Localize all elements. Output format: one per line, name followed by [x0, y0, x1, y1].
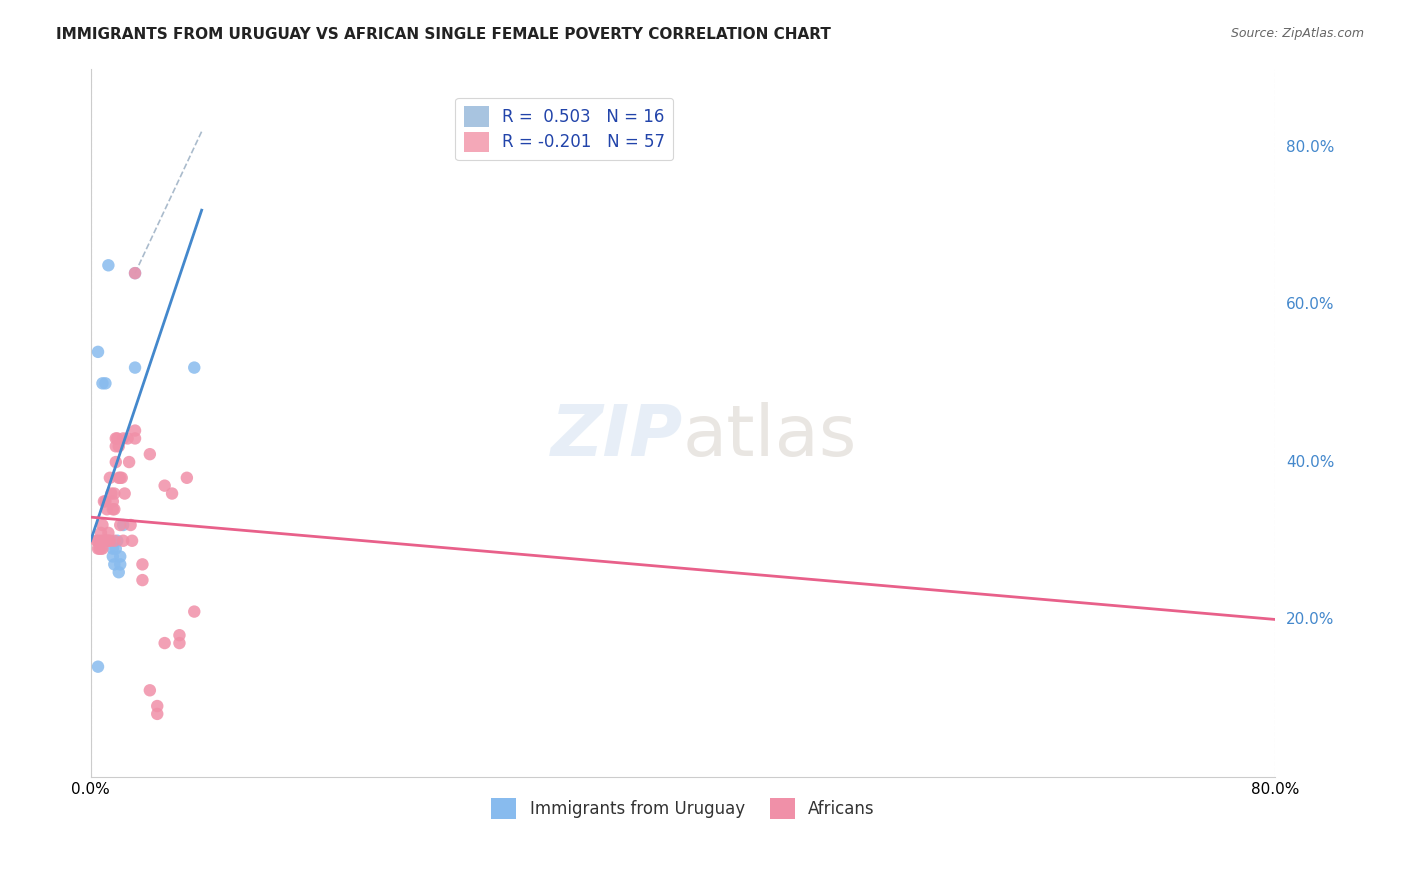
Point: [146, 706, 169, 721]
Point: [94, 376, 117, 391]
Point: [87, 344, 110, 359]
Text: 40.0%: 40.0%: [1286, 455, 1334, 469]
Point: [101, 502, 124, 516]
Point: [103, 502, 125, 516]
Point: [110, 558, 132, 572]
Text: Source: ZipAtlas.com: Source: ZipAtlas.com: [1230, 27, 1364, 40]
Point: [124, 266, 146, 280]
Point: [103, 533, 125, 548]
Text: atlas: atlas: [683, 402, 858, 471]
Point: [91, 541, 114, 556]
Point: [97, 525, 120, 540]
Point: [96, 502, 118, 516]
Point: [104, 439, 127, 453]
Point: [118, 455, 141, 469]
Point: [110, 471, 132, 485]
Text: 60.0%: 60.0%: [1286, 297, 1334, 312]
Point: [169, 628, 191, 642]
Point: [100, 486, 122, 500]
Point: [101, 549, 124, 564]
Point: [112, 432, 135, 446]
Point: [124, 432, 146, 446]
Point: [94, 533, 117, 548]
Text: 20.0%: 20.0%: [1286, 612, 1334, 627]
Point: [120, 518, 142, 533]
Point: [103, 558, 125, 572]
Point: [104, 541, 127, 556]
Point: [131, 573, 153, 587]
Point: [104, 432, 127, 446]
Point: [124, 424, 146, 438]
Legend: Immigrants from Uruguay, Africans: Immigrants from Uruguay, Africans: [485, 791, 882, 825]
Point: [87, 659, 110, 673]
Text: ZIP: ZIP: [551, 402, 683, 471]
Point: [107, 566, 129, 580]
Point: [107, 439, 129, 453]
Point: [93, 494, 115, 508]
Point: [87, 533, 110, 548]
Point: [103, 486, 125, 500]
Point: [87, 541, 110, 556]
Point: [183, 605, 205, 619]
Point: [110, 518, 132, 533]
Point: [110, 549, 132, 564]
Point: [114, 486, 136, 500]
Point: [90, 533, 112, 548]
Point: [94, 494, 117, 508]
Point: [98, 471, 121, 485]
Point: [146, 699, 169, 714]
Point: [101, 541, 124, 556]
Point: [169, 636, 191, 650]
Point: [112, 518, 135, 533]
Point: [121, 533, 143, 548]
Point: [183, 360, 205, 375]
Point: [124, 266, 146, 280]
Point: [112, 533, 135, 548]
Point: [93, 533, 115, 548]
Point: [101, 494, 124, 508]
Point: [91, 518, 114, 533]
Point: [105, 533, 128, 548]
Point: [139, 447, 162, 461]
Point: [98, 533, 121, 548]
Point: [89, 541, 111, 556]
Text: IMMIGRANTS FROM URUGUAY VS AFRICAN SINGLE FEMALE POVERTY CORRELATION CHART: IMMIGRANTS FROM URUGUAY VS AFRICAN SINGL…: [56, 27, 831, 42]
Point: [107, 471, 129, 485]
Point: [91, 376, 114, 391]
Text: 80.0%: 80.0%: [1286, 140, 1334, 154]
Point: [104, 455, 127, 469]
Point: [90, 541, 112, 556]
Point: [153, 636, 176, 650]
Point: [124, 360, 146, 375]
Point: [96, 533, 118, 548]
Point: [160, 486, 183, 500]
Point: [90, 525, 112, 540]
Point: [86, 533, 108, 548]
Point: [105, 432, 128, 446]
Point: [176, 471, 198, 485]
Point: [117, 432, 139, 446]
Point: [139, 683, 162, 698]
Point: [131, 558, 153, 572]
Point: [97, 258, 120, 272]
Point: [153, 478, 176, 492]
Point: [111, 471, 134, 485]
Point: [97, 533, 120, 548]
